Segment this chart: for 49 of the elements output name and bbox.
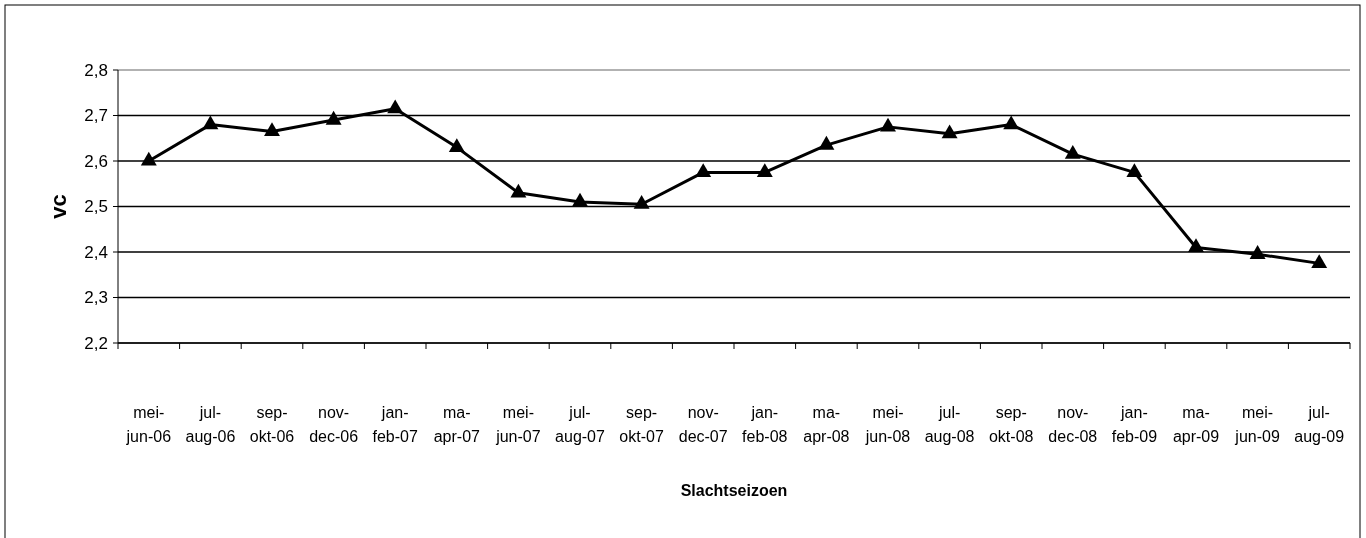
x-tick-label: jul-aug-06 xyxy=(185,404,236,445)
y-tick-label: 2,6 xyxy=(84,151,108,171)
x-tick-label: nov-dec-08 xyxy=(1048,404,1098,445)
point xyxy=(695,163,712,177)
x-tick-label: jul-aug-09 xyxy=(1294,404,1345,445)
x-tick-label: jan-feb-09 xyxy=(1111,404,1158,445)
point xyxy=(387,99,404,114)
point xyxy=(510,183,527,198)
y-axis-title: vc xyxy=(46,194,71,219)
x-tick-label: mei-jun-07 xyxy=(495,404,541,445)
x-tick-label: nov-dec-06 xyxy=(309,404,359,445)
point xyxy=(633,195,650,209)
x-tick-label: ma-apr-09 xyxy=(1172,404,1220,445)
x-tick-label: jul-aug-07 xyxy=(555,404,606,445)
point xyxy=(756,163,773,177)
x-tick-label: mei-jun-08 xyxy=(864,404,911,445)
x-tick-label: sep-okt-08 xyxy=(988,404,1034,445)
y-tick-label: 2,7 xyxy=(84,106,108,126)
point xyxy=(448,138,465,152)
point xyxy=(1311,254,1328,268)
x-tick-label: sep-okt-06 xyxy=(249,404,295,445)
y-tick-label: 2,8 xyxy=(84,60,108,80)
y-tick-label: 2,4 xyxy=(84,242,108,262)
point xyxy=(140,151,157,166)
point xyxy=(325,110,342,125)
x-tick-label: mei-jun-06 xyxy=(125,404,172,445)
point xyxy=(202,115,219,130)
point xyxy=(880,117,896,132)
point xyxy=(264,122,280,137)
x-tick-label: mei-jun-09 xyxy=(1234,404,1280,445)
point xyxy=(1188,238,1204,253)
point xyxy=(1003,115,1020,130)
x-tick-label: jul-aug-08 xyxy=(924,404,975,445)
y-tick-label: 2,3 xyxy=(84,288,108,308)
x-tick-label: jan-feb-08 xyxy=(742,404,788,445)
x-axis-title: Slachtseizoen xyxy=(680,482,788,499)
x-tick-label: sep-okt-07 xyxy=(619,404,664,445)
x-tick-label: jan-feb-07 xyxy=(372,404,418,445)
x-tick-label: ma-apr-07 xyxy=(433,404,481,445)
x-tick-label: ma-apr-08 xyxy=(803,404,850,445)
y-tick-label: 2,5 xyxy=(84,197,108,217)
y-tick-label: 2,2 xyxy=(84,333,108,353)
point xyxy=(572,192,588,207)
point xyxy=(941,124,958,139)
point xyxy=(1064,144,1081,159)
point xyxy=(1249,245,1266,259)
point xyxy=(1126,163,1143,177)
x-tick-label: nov-dec-07 xyxy=(678,404,728,445)
point xyxy=(818,135,835,150)
